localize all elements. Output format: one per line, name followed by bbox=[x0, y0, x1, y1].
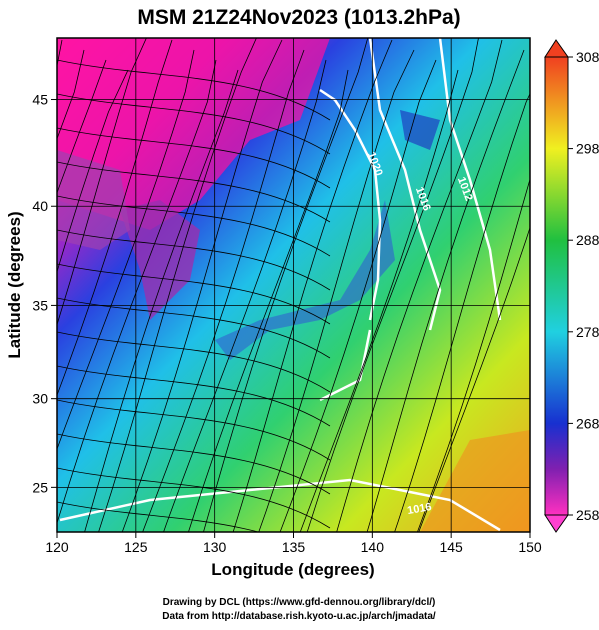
colorbar-min-arrow bbox=[544, 514, 569, 533]
y-tick-label: 35 bbox=[32, 297, 48, 313]
japan-land bbox=[215, 200, 395, 360]
streamline bbox=[57, 59, 331, 121]
streamline bbox=[57, 467, 331, 529]
streamline bbox=[57, 195, 331, 257]
credit: Drawing by DCL (https://www.gfd-dennou.o… bbox=[163, 597, 436, 608]
streamline bbox=[57, 39, 173, 397]
y-tick-label: 30 bbox=[32, 391, 48, 407]
streamline bbox=[366, 49, 525, 532]
streamline bbox=[57, 38, 147, 326]
y-tick-label: 25 bbox=[32, 479, 48, 495]
title: MSM 21Z24Nov2023 (1013.2hPa) bbox=[137, 6, 460, 29]
x-axis-label: Longitude (degrees) bbox=[211, 560, 374, 579]
x-tick-label: 135 bbox=[282, 539, 306, 555]
streamline bbox=[57, 399, 331, 461]
streamline bbox=[299, 69, 459, 532]
streamline bbox=[418, 226, 530, 532]
contour-label: 1016 bbox=[406, 501, 432, 517]
x-tick-label: 130 bbox=[203, 539, 227, 555]
hokkaido-land bbox=[400, 110, 440, 150]
isobars bbox=[59, 38, 502, 532]
credit: Data from http://database.rish.kyoto-u.a… bbox=[162, 611, 436, 622]
colorbar-tick-label: 308 bbox=[576, 49, 599, 65]
x-tick-label: 120 bbox=[45, 539, 69, 555]
streamline bbox=[57, 59, 217, 525]
streamline bbox=[57, 365, 331, 427]
x-tick-label: 145 bbox=[439, 539, 463, 555]
streamline bbox=[57, 59, 107, 195]
colorbar-max-arrow bbox=[544, 39, 569, 58]
streamline bbox=[416, 177, 530, 532]
streamline bbox=[57, 501, 260, 532]
y-axis-label: Latitude (degrees) bbox=[5, 211, 24, 358]
colorbar-tick-label: 298 bbox=[576, 141, 599, 157]
streamline bbox=[336, 39, 503, 532]
y-tick-label: 45 bbox=[32, 92, 48, 108]
streamline bbox=[279, 59, 437, 532]
colorbar-tick-label: 288 bbox=[576, 232, 599, 248]
streamline bbox=[57, 161, 331, 223]
x-tick-label: 150 bbox=[518, 539, 542, 555]
x-tick-label: 125 bbox=[124, 539, 148, 555]
warm-region bbox=[420, 430, 530, 532]
y-tick-label: 40 bbox=[32, 198, 48, 214]
streamline bbox=[84, 69, 239, 532]
colorbar-tick-label: 278 bbox=[576, 324, 599, 340]
streamline bbox=[57, 297, 331, 359]
colorbar-tick-label: 268 bbox=[576, 415, 599, 431]
streamline bbox=[57, 69, 129, 274]
streamline bbox=[258, 49, 415, 532]
colorbar bbox=[544, 56, 569, 516]
streamline bbox=[57, 331, 331, 393]
streamline bbox=[306, 38, 479, 532]
streamline bbox=[121, 39, 283, 532]
streamline bbox=[57, 93, 331, 155]
x-tick-label: 140 bbox=[361, 539, 385, 555]
streamline bbox=[98, 38, 257, 532]
streamline bbox=[203, 38, 369, 532]
streamline bbox=[163, 59, 327, 532]
streamline bbox=[57, 49, 195, 451]
streamline bbox=[57, 263, 331, 325]
streamline bbox=[57, 127, 331, 189]
streamline bbox=[57, 49, 85, 140]
streamlines bbox=[57, 38, 530, 532]
streamline bbox=[57, 229, 331, 291]
colorbar-tick-label: 258 bbox=[576, 507, 599, 523]
streamline bbox=[57, 433, 331, 495]
cold-region bbox=[57, 38, 330, 230]
map bbox=[57, 38, 530, 532]
streamline bbox=[142, 49, 305, 532]
streamline bbox=[232, 39, 393, 532]
streamline bbox=[188, 69, 349, 532]
streamline bbox=[394, 92, 530, 532]
